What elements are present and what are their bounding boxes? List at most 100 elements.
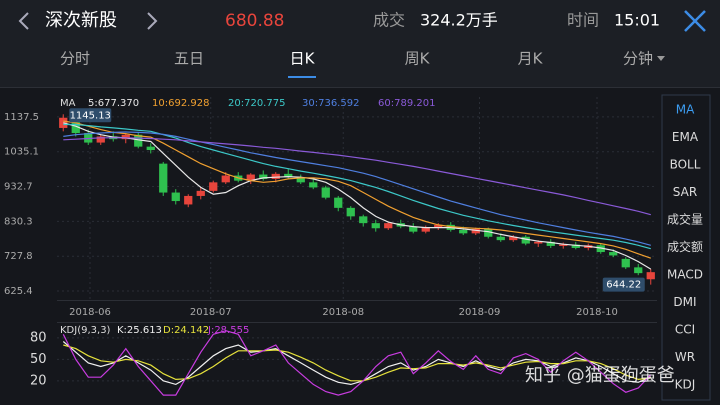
y-tick-label: 727.8 <box>4 251 33 262</box>
candle-body <box>96 136 105 143</box>
candle-body <box>246 174 255 181</box>
candle-body <box>59 117 68 128</box>
candle-body <box>434 224 443 228</box>
legend-entry: 30:736.592 <box>302 98 359 109</box>
candle-body <box>284 173 293 178</box>
y-tick-label: 1035.1 <box>4 147 39 158</box>
candle-body <box>534 241 543 244</box>
candle-body <box>459 229 468 234</box>
candle-body <box>634 267 643 274</box>
candle-body <box>646 272 655 280</box>
candle-body <box>509 236 518 241</box>
tab[interactable]: 周K <box>405 50 431 68</box>
candle-body <box>371 223 380 229</box>
candle-body <box>346 207 355 217</box>
candle-body <box>609 252 618 256</box>
min-label-box <box>602 277 645 292</box>
candle-body <box>309 182 318 188</box>
indicator[interactable]: KDJ <box>675 378 696 392</box>
indicator[interactable]: CCI <box>675 323 695 337</box>
legend-entry: D:24.142 <box>163 325 209 336</box>
candle-body <box>221 175 230 183</box>
line-series <box>63 122 652 270</box>
legend-entry: K:25.613 <box>117 325 162 336</box>
chart: 1137.5 1035.1 932.7 830.3 727.8 625.4 2018-06 2… <box>4 97 657 396</box>
indicator[interactable]: 成交额 <box>667 239 703 254</box>
candle-body <box>334 197 343 208</box>
stock-name: 深次新股 <box>45 10 117 31</box>
tab[interactable]: 月K <box>518 50 544 68</box>
candle-body <box>559 244 568 246</box>
indicator[interactable]: MACD <box>667 268 703 282</box>
price: 680.88 <box>225 11 284 31</box>
legend-entry: 5:677.370 <box>88 98 139 109</box>
indicator[interactable]: DMI <box>673 295 696 309</box>
tab[interactable]: 五日 <box>174 50 204 68</box>
volume-label: 成交 <box>373 11 405 30</box>
y-tick-label: 1137.5 <box>4 112 39 123</box>
line-series <box>63 120 651 259</box>
x-tick-label: 2018-09 <box>459 307 501 318</box>
prev-icon[interactable] <box>18 12 29 30</box>
candle-body <box>184 195 193 205</box>
candle-body <box>359 216 368 224</box>
candle-body <box>546 241 555 246</box>
tab[interactable]: 分钟 <box>623 50 653 68</box>
indicator[interactable]: BOLL <box>670 158 701 172</box>
y-tick-label: 80 <box>30 330 47 345</box>
legend-entry: 60:789.201 <box>378 98 435 109</box>
kdj-title: KDJ(9,3,3) <box>60 325 111 336</box>
indicator[interactable]: SAR <box>673 185 697 199</box>
min-label: 644.22 <box>606 280 641 291</box>
candle-body <box>196 190 205 196</box>
max-label-box <box>69 108 112 123</box>
watermark: 知乎 @猫蛋狗蛋爸 <box>525 365 675 386</box>
tabs: 分时 五日 日K 周K 月K 分钟 <box>60 50 653 78</box>
candle-body <box>471 228 480 234</box>
candle-body <box>571 244 580 248</box>
line-series <box>63 137 651 216</box>
x-tick-label: 2018-06 <box>69 307 111 318</box>
candle-body <box>84 133 93 143</box>
ma-label: MA <box>60 98 76 109</box>
indicator[interactable]: 成交量 <box>667 212 703 227</box>
x-tick-label: 2018-07 <box>190 307 232 318</box>
candle-body <box>321 187 330 198</box>
close-icon[interactable] <box>684 10 706 32</box>
candle-body <box>484 228 493 237</box>
y-tick-label: 932.7 <box>4 182 33 193</box>
y-tick-label: 50 <box>30 352 47 367</box>
max-label: 1145.13 <box>70 110 111 121</box>
tab[interactable]: 分时 <box>60 50 90 68</box>
legend-entry: 20:720.775 <box>228 98 285 109</box>
line-series <box>62 330 652 396</box>
candle-body <box>259 174 268 179</box>
x-tick-label: 2018-10 <box>576 307 618 318</box>
candle-body <box>521 236 530 244</box>
time: 15:01 <box>614 11 660 30</box>
candle-body <box>209 182 218 191</box>
candle-body <box>159 163 168 193</box>
volume: 324.2万手 <box>420 11 498 30</box>
legend-entry: 10:692.928 <box>152 98 209 109</box>
candle-body <box>146 146 155 151</box>
indicator[interactable]: WR <box>675 350 695 364</box>
next-icon[interactable] <box>147 12 158 30</box>
time-label: 时间 <box>567 11 599 30</box>
line-series <box>62 341 652 386</box>
indicator[interactable]: EMA <box>672 130 699 144</box>
line-series <box>63 131 651 246</box>
indicator-panel <box>661 94 711 401</box>
candle-body <box>384 223 393 229</box>
y-tick-label: 20 <box>30 373 47 388</box>
candle-body <box>121 134 130 140</box>
tab-underline <box>288 76 316 78</box>
indicator[interactable]: MA <box>676 103 695 117</box>
candle-body <box>134 134 143 147</box>
candle-body <box>409 226 418 232</box>
y-tick-label: 625.4 <box>4 286 33 297</box>
tab[interactable]: 日K <box>290 50 316 68</box>
